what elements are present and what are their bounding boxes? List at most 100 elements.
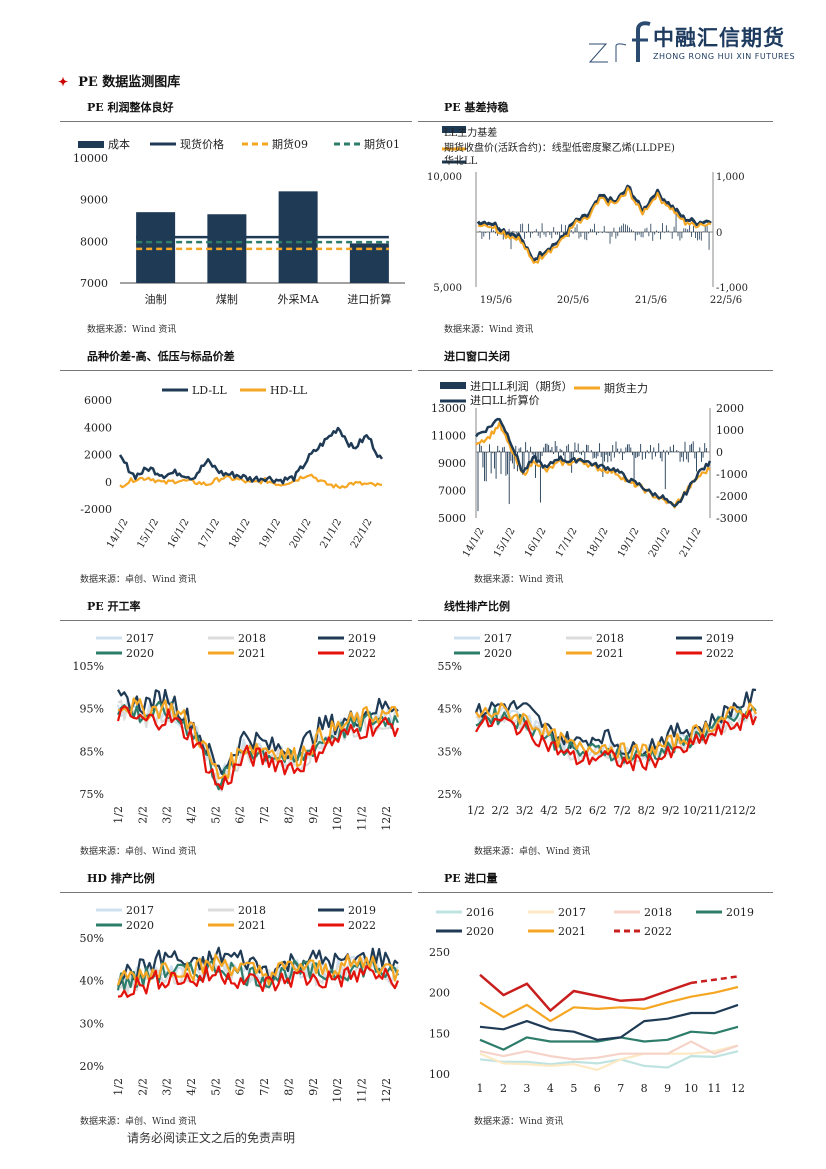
legend-label: 2021	[596, 647, 624, 660]
x-tick-label: 1/2	[467, 804, 485, 817]
y2-tick-label: 0	[716, 446, 723, 459]
legend-label: 2020	[126, 919, 154, 932]
x-tick-label: 12	[731, 1082, 745, 1095]
series-2021-line	[479, 985, 739, 1023]
y2-tick-label: -1,000	[716, 283, 748, 294]
x-tick-label: 10	[684, 1082, 698, 1095]
y-tick-label: 9000	[438, 457, 466, 470]
x-tick-label: 19/1/2	[257, 517, 283, 550]
source-note: 数据来源：卓创、Wind 资讯	[80, 847, 197, 857]
x-tick-label: 8/2	[282, 806, 295, 824]
x-tick-label: 2/2	[136, 1078, 149, 1096]
ld-ll-line	[118, 426, 384, 485]
x-tick-label: 4/2	[540, 804, 558, 817]
legend-label: 进口LL利润（期货）	[470, 379, 573, 393]
cost-bar	[136, 212, 176, 283]
x-tick-label: 3/2	[161, 1078, 174, 1096]
legend-label: 期货01	[364, 137, 400, 151]
logo-text: 中融汇信期货	[653, 26, 785, 50]
y2-tick-label: 2000	[716, 402, 744, 415]
x-tick-label: 4/2	[185, 806, 198, 824]
x-tick-label: 16/1/2	[523, 526, 549, 559]
x-tick-label: 10/2	[331, 806, 344, 831]
divider	[60, 620, 412, 621]
series-2020-line	[116, 700, 399, 791]
legend-swatch	[440, 382, 466, 389]
source-note: 数据来源：Wind 资讯	[474, 1117, 564, 1127]
x-tick-label: 12/2	[380, 806, 393, 831]
x-tick-label: 19/5/6	[480, 295, 512, 306]
source-note: 数据来源：Wind 资讯	[444, 325, 534, 335]
x-tick-label: 11	[708, 1082, 722, 1095]
x-tick-label: 15/1/2	[492, 526, 518, 559]
series-2022-line	[475, 709, 758, 772]
x-tick-label: 1/2	[112, 1078, 125, 1096]
legend-label: 2020	[126, 647, 154, 660]
legend-label: 期货主力	[604, 381, 648, 395]
x-tick-label: 12/2	[731, 804, 756, 817]
y2-tick-label: 0	[716, 228, 722, 239]
x-tick-label: 19/1/2	[616, 526, 642, 559]
legend-label: HD-LL	[270, 384, 308, 397]
x-tick-label: 8/2	[638, 804, 656, 817]
logo-mark	[588, 21, 651, 63]
x-tick-label: 外采MA	[278, 293, 320, 306]
x-tick-label: 7/2	[258, 806, 271, 824]
panel-title-lldpe-ratio: 线性排产比例	[444, 600, 510, 613]
x-tick-label: 18/1/2	[227, 517, 253, 550]
futures-close-line	[477, 186, 712, 264]
y2-tick-label: -2000	[716, 490, 748, 503]
x-tick-label: 进口折算	[347, 292, 391, 306]
legend-label: 2017	[126, 904, 154, 917]
panel-title-profit: PE 利润整体良好	[87, 101, 174, 114]
x-tick-label: 14/1/2	[461, 526, 487, 559]
legend-label: 2016	[466, 906, 494, 919]
legend-label: 2017	[484, 632, 512, 645]
x-tick-label: 油制	[145, 292, 167, 306]
x-tick-label: 4/2	[185, 1078, 198, 1096]
series-2020-line	[479, 1003, 739, 1041]
x-tick-label: 16/1/2	[166, 517, 192, 550]
x-tick-label: 15/1/2	[135, 517, 161, 550]
x-tick-label: 22/1/2	[349, 517, 375, 550]
y-tick-label: 200	[429, 987, 450, 1000]
legend-label: 2022	[644, 925, 672, 938]
hd-ratio-chart: 2017 2018 2019 2020 2021 2022 50% 40% 30% 20% 1/2 2…	[80, 904, 400, 1103]
y-tick-label: 105%	[73, 660, 104, 673]
y-tick-label: 4000	[84, 421, 112, 434]
x-tick-label: 7/2	[258, 1078, 271, 1096]
x-tick-label: 11/2	[355, 1078, 368, 1103]
y-tick-label: 6000	[84, 394, 112, 407]
panel-title-hd-ratio: HD 排产比例	[87, 872, 155, 885]
x-tick-label: 17/1/2	[554, 526, 580, 559]
y-tick-label: 25%	[438, 788, 462, 801]
legend-label: 2022	[348, 647, 376, 660]
x-tick-label: 9/2	[662, 804, 680, 817]
legend-label: LD-LL	[192, 384, 227, 397]
x-tick-label: 7/2	[613, 804, 631, 817]
series-2018-line	[479, 1040, 739, 1061]
source-note: 数据来源：卓创、Wind 资讯	[80, 575, 197, 585]
y-tick-label: 45%	[438, 703, 462, 716]
series-2022-line	[479, 973, 692, 1012]
series-2021-line	[117, 697, 400, 780]
y-tick-label: 50%	[80, 932, 104, 945]
import-volume-chart: 2016 2017 2018 2019 2020 2021 2022 250 200 150 100…	[429, 906, 754, 1095]
y-tick-label: -2000	[80, 503, 112, 516]
y2-tick-label: 1,000	[716, 172, 745, 183]
y-tick-label: 7000	[438, 485, 466, 498]
x-tick-label: 20/5/6	[557, 295, 589, 306]
bullet-icon: ✦	[58, 75, 69, 89]
legend-label: 2021	[238, 919, 266, 932]
y-tick-label: 75%	[80, 788, 104, 801]
divider	[60, 121, 412, 122]
y2-tick-label: -3000	[716, 512, 748, 525]
y-tick-label: 13000	[431, 402, 466, 415]
profit-bar-chart: 成本 现货价格 期货09 期货01 10000 9000 8000 7000 油制 煤制 外采MA 进…	[73, 137, 405, 306]
x-tick-label: 1	[477, 1082, 484, 1095]
panel-title-spread: 品种价差-高、低压与标品价差	[87, 350, 235, 363]
x-tick-label: 21/1/2	[678, 526, 704, 559]
section-title-text: PE 数据监测图库	[78, 75, 181, 90]
